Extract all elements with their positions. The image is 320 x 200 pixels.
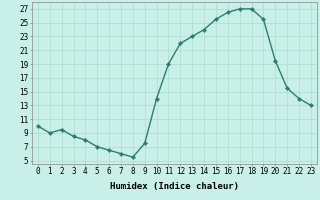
X-axis label: Humidex (Indice chaleur): Humidex (Indice chaleur) bbox=[110, 182, 239, 191]
